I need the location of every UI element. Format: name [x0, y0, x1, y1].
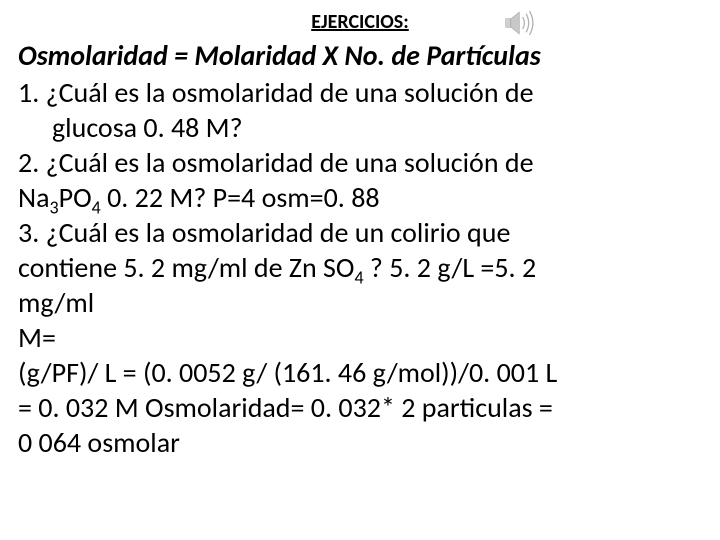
q2-na: Na — [18, 180, 50, 215]
q1-line1: 1. ¿Cuál es la osmolaridad de una soluci… — [18, 75, 702, 110]
q3-line2b: ? 5. 2 g/L =5. 2 — [364, 250, 537, 285]
q3-sub: 4 — [354, 267, 363, 289]
q3-line4: M= — [18, 320, 702, 355]
q3-line2: contiene 5. 2 mg/ml de Zn SO4 ? 5. 2 g/L… — [18, 250, 702, 285]
speaker-icon — [504, 8, 538, 38]
q3-line5: (g/PF)/ L = (0. 0052 g/ (161. 46 g/mol))… — [18, 355, 702, 390]
q2-rest: 0. 22 M? P=4 osm=0. 88 — [101, 180, 380, 215]
q2-po: PO — [59, 180, 92, 215]
q1-line2: glucosa 0. 48 M? — [18, 110, 702, 145]
q3-line3: mg/ml — [18, 285, 702, 320]
body-text: 1. ¿Cuál es la osmolaridad de una soluci… — [18, 75, 702, 460]
formula: Osmolaridad = Molaridad X No. de Partícu… — [18, 38, 702, 73]
slide-title: EJERCICIOS: — [311, 10, 409, 34]
header: EJERCICIOS: — [18, 10, 702, 34]
q3-line6: = 0. 032 M Osmolaridad= 0. 032* 2 partic… — [18, 390, 702, 425]
q3-line1: 3. ¿Cuál es la osmolaridad de un colirio… — [18, 215, 702, 250]
q2-line1: 2. ¿Cuál es la osmolaridad de una soluci… — [18, 145, 702, 180]
q2-line2: Na3PO4 0. 22 M? P=4 osm=0. 88 — [18, 180, 702, 215]
q3-line7: 0 064 osmolar — [18, 425, 702, 460]
q3-line2a: contiene 5. 2 mg/ml de Zn SO — [18, 250, 354, 285]
